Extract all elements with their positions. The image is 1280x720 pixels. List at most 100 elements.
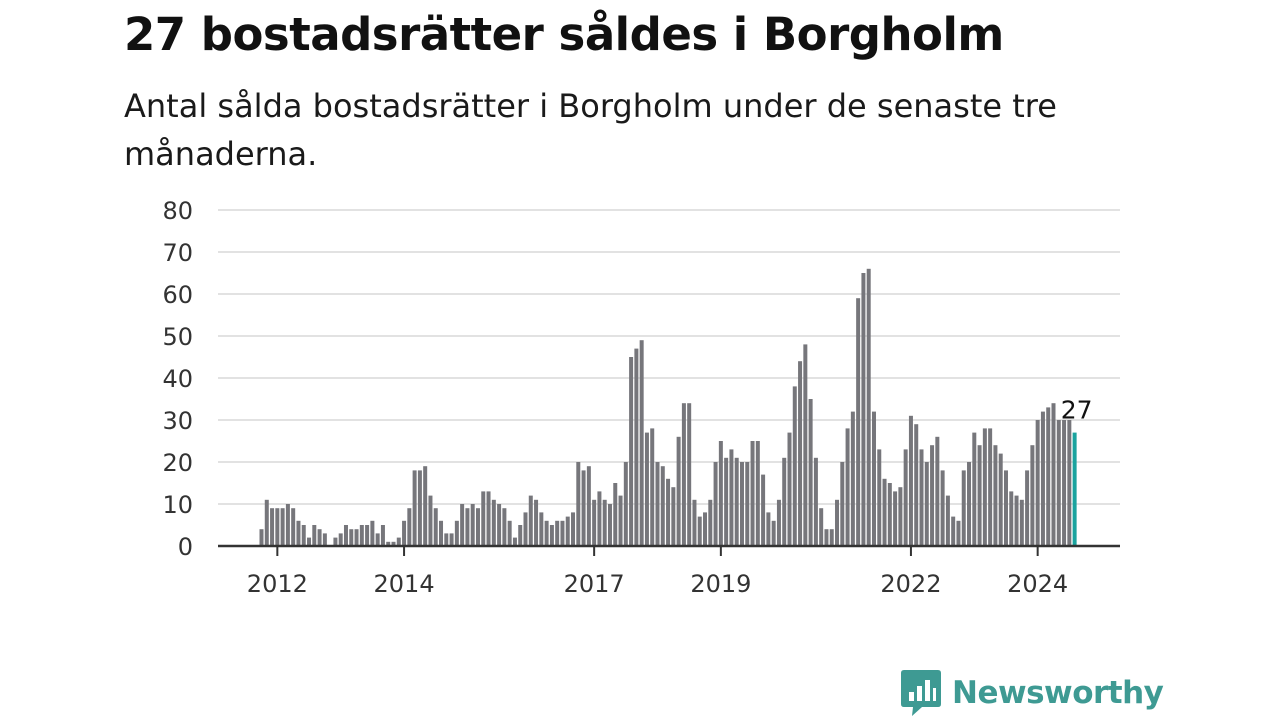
bar (766, 512, 771, 546)
bar (444, 533, 449, 546)
bar (491, 499, 496, 546)
chart-subtitle: Antal sålda bostadsrätter i Borgholm und… (124, 87, 1057, 173)
bar (1019, 499, 1024, 546)
bar (951, 516, 956, 546)
bar (792, 386, 797, 546)
bar (967, 462, 972, 546)
bar (629, 357, 634, 546)
bar (523, 512, 528, 546)
bar (1014, 495, 1019, 546)
bar (439, 520, 444, 546)
bar (840, 462, 845, 546)
bar (307, 537, 312, 546)
newsworthy-logo: Newsworthy (900, 668, 1164, 718)
bar (407, 508, 412, 546)
bar (370, 520, 375, 546)
bar (803, 344, 808, 546)
bar (898, 487, 903, 546)
bar (502, 508, 507, 546)
bar (671, 487, 676, 546)
bar (359, 525, 364, 546)
bar (402, 520, 407, 546)
bar (565, 516, 570, 546)
bar (692, 499, 697, 546)
bar (296, 520, 301, 546)
bar (338, 533, 343, 546)
bar (618, 495, 623, 546)
bar (1062, 420, 1067, 546)
y-tick-label: 80 (162, 197, 193, 225)
bar (275, 508, 280, 546)
bar (280, 508, 285, 546)
bar (808, 399, 813, 546)
bar (739, 462, 744, 546)
bar (449, 533, 454, 546)
bar (375, 533, 380, 546)
bar (908, 415, 913, 546)
y-tick-label: 30 (162, 407, 193, 435)
bar (998, 453, 1003, 546)
bar (1003, 470, 1008, 546)
bar (417, 470, 422, 546)
y-tick-label: 20 (162, 449, 193, 477)
bar (428, 495, 433, 546)
bar (264, 499, 269, 546)
bar (650, 428, 655, 546)
bar (528, 495, 533, 546)
bar (935, 436, 940, 546)
bar (270, 508, 275, 546)
bar (993, 445, 998, 546)
bar (819, 508, 824, 546)
bar (988, 428, 993, 546)
x-tick-label: 2014 (374, 570, 435, 598)
bar (771, 520, 776, 546)
bar (660, 466, 665, 546)
bar (824, 529, 829, 546)
bar (893, 491, 898, 546)
bar (724, 457, 729, 546)
bar (798, 361, 803, 546)
bar (982, 428, 987, 546)
bar (396, 537, 401, 546)
bar (581, 470, 586, 546)
bar (1051, 403, 1056, 546)
bar (866, 268, 871, 546)
bar (1035, 420, 1040, 546)
x-tick-label: 2017 (564, 570, 625, 598)
bar (386, 541, 391, 546)
bar (882, 478, 887, 546)
bar (597, 491, 602, 546)
bar (465, 508, 470, 546)
bar (1067, 420, 1072, 546)
bar (549, 525, 554, 546)
bar (576, 462, 581, 546)
tick-labels: 0 10 20 30 40 50 60 70 80 2012 2014 2017 2019 2022 202… (162, 197, 1092, 598)
bar (708, 499, 713, 546)
bar (887, 483, 892, 546)
bar (454, 520, 459, 546)
y-tick-label: 0 (178, 533, 193, 561)
bar (291, 508, 296, 546)
bar (687, 403, 692, 546)
bar (586, 466, 591, 546)
bar (776, 499, 781, 546)
bar (349, 529, 354, 546)
bar (534, 499, 539, 546)
bar (380, 525, 385, 546)
bar (1056, 420, 1061, 546)
bar (623, 462, 628, 546)
bar (813, 457, 818, 546)
axes (218, 544, 1120, 556)
bar (481, 491, 486, 546)
bar (713, 462, 718, 546)
newsworthy-logo-icon (901, 670, 941, 716)
bar (930, 445, 935, 546)
bar (829, 529, 834, 546)
bar (1025, 470, 1030, 546)
bar (634, 348, 639, 546)
bar (333, 537, 338, 546)
bar (518, 525, 523, 546)
chart-title: 27 bostadsrätter såldes i Borgholm (124, 8, 1004, 61)
x-tick-label: 2022 (880, 570, 941, 598)
y-tick-label: 60 (162, 281, 193, 309)
